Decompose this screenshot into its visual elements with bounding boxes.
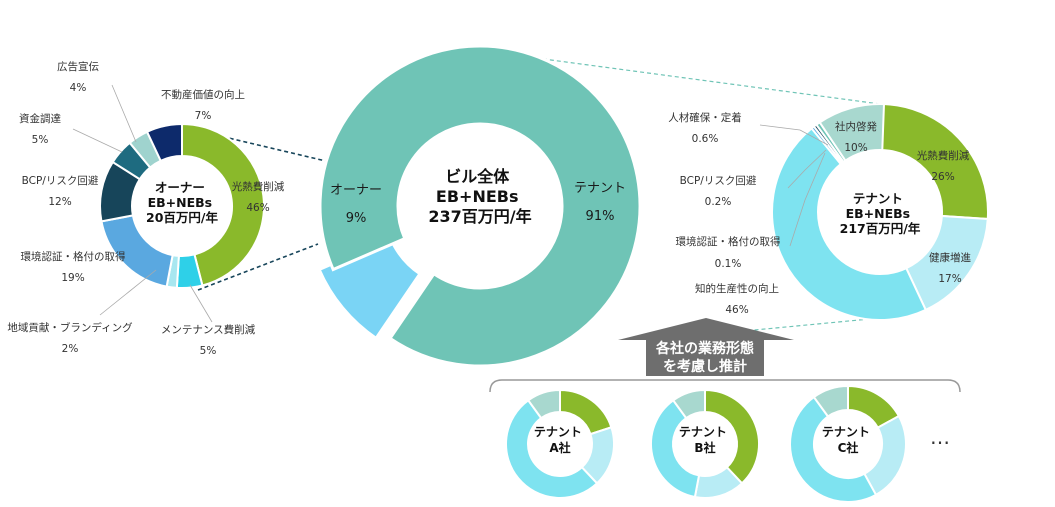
building-pct-owner: 9% xyxy=(346,211,367,226)
donut-charts xyxy=(99,44,989,503)
tenant-pct-bcp: 0.2% xyxy=(705,196,732,208)
tenant-title-line-1: テナント xyxy=(853,191,903,206)
tenant-b-slice-0 xyxy=(704,388,760,485)
owner-label-bcp: BCP/リスク回避 xyxy=(22,174,99,187)
owner-pct-energy: 46% xyxy=(246,202,269,214)
tenant-a-title-line-2: A社 xyxy=(549,440,570,455)
tenant-c-title-line-2: C社 xyxy=(838,440,859,455)
leader-env-cert xyxy=(789,152,826,247)
tenant-pct-energy: 26% xyxy=(931,171,954,183)
owner-label-regional: 地域貢献・ブランディング xyxy=(7,321,133,334)
tenant-pct-productivity: 46% xyxy=(725,304,748,316)
bracket xyxy=(489,379,961,393)
tenant-c-title: テナント C社 xyxy=(822,425,874,455)
owner-slice-0 xyxy=(181,122,265,287)
leader-regional xyxy=(99,269,157,316)
owner-pct-env-cert: 19% xyxy=(61,272,84,284)
tenant-c-donut xyxy=(789,384,907,503)
owner-label-asset-value: 不動産価値の向上 xyxy=(161,88,245,101)
estimation-callout: 各社の業務形態 を考慮し推計 xyxy=(618,318,794,376)
tenant-c-slice-2 xyxy=(789,395,878,503)
connector-owner-top xyxy=(181,126,331,163)
tenant-b-title-line-1: テナント xyxy=(679,425,727,439)
building-title-line-2: EB+NEBs xyxy=(436,187,519,206)
tenant-a-slice-3 xyxy=(526,388,561,420)
tenant-center-title: テナント EB+NEBs 217百万円/年 xyxy=(840,191,921,236)
building-slice-1 xyxy=(318,44,642,368)
building-labels: オーナー 9% テナント 91% xyxy=(330,181,626,226)
leader-funding xyxy=(72,128,123,153)
tenant-label-energy: 光熱費削減 xyxy=(917,149,970,162)
building-center-title: ビル全体 EB+NEBs 237百万円/年 xyxy=(428,167,531,226)
tenant-title-line-2: EB+NEBs xyxy=(846,206,911,221)
leader-bcp xyxy=(787,149,827,189)
owner-label-advertising: 広告宣伝 xyxy=(57,60,99,73)
tenant-pct-env-cert: 0.1% xyxy=(715,258,742,270)
connector-tenant-top xyxy=(535,57,881,105)
owner-center-title: オーナー EB+NEBs 20百万円/年 xyxy=(146,180,218,225)
owner-title-line-1: オーナー xyxy=(155,180,205,195)
tenant-slice-0 xyxy=(879,102,989,221)
leader-advertising xyxy=(111,84,137,143)
owner-pct-regional: 2% xyxy=(62,343,79,355)
tenant-leader-lines xyxy=(759,124,829,247)
owner-pct-asset-value: 7% xyxy=(195,110,212,122)
owner-label-maintenance: メンテナンス費削減 xyxy=(161,323,256,336)
building-donut xyxy=(317,44,642,368)
tenant-a-title: テナント A社 xyxy=(534,425,586,455)
tenant-a-title-line-1: テナント xyxy=(534,425,582,439)
callout-line-2: を考慮し推計 xyxy=(663,358,747,375)
leader-talent xyxy=(759,124,829,146)
tenant-pct-awareness: 10% xyxy=(844,142,867,154)
tenant-slice-2 xyxy=(771,126,928,321)
tenant-pct-health: 17% xyxy=(938,273,961,285)
owner-label-energy: 光熱費削減 xyxy=(232,180,285,193)
tenant-label-health: 健康増進 xyxy=(929,251,971,264)
owner-leader-lines xyxy=(72,84,213,323)
building-title-line-1: ビル全体 xyxy=(445,167,510,186)
tenant-c-title-line-1: テナント xyxy=(822,425,870,439)
owner-pct-bcp: 12% xyxy=(48,196,71,208)
tenant-pct-talent: 0.6% xyxy=(692,133,719,145)
tenant-slice-6 xyxy=(818,103,886,162)
callout-line-1: 各社の業務形態 xyxy=(655,340,754,357)
tenant-labels: 人材確保・定着 0.6% BCP/リスク回避 0.2% 環境認証・格付の取得 0… xyxy=(668,111,971,316)
owner-title-line-2: EB+NEBs xyxy=(148,195,213,210)
tenant-b-donut xyxy=(650,388,760,499)
tenant-title-line-3: 217百万円/年 xyxy=(840,221,921,236)
owner-label-env-cert: 環境認証・格付の取得 xyxy=(21,250,126,263)
tenant-a-donut xyxy=(505,388,615,499)
building-title-line-3: 237百万円/年 xyxy=(428,207,531,226)
tenant-label-talent: 人材確保・定着 xyxy=(668,111,742,124)
tenant-b-slice-3 xyxy=(671,388,706,420)
tenant-b-title-line-2: B社 xyxy=(694,440,715,455)
tenant-label-productivity: 知的生産性の向上 xyxy=(695,282,779,295)
owner-pct-advertising: 4% xyxy=(70,82,87,94)
owner-labels: 広告宣伝 4% 資金調達 5% BCP/リスク回避 12% 環境認証・格付の取得… xyxy=(7,60,284,357)
more-ellipsis: … xyxy=(930,425,950,449)
callout-arrow xyxy=(618,318,794,376)
tenant-donut xyxy=(771,102,989,321)
connector-owner-bottom xyxy=(197,243,319,291)
tenant-b-slice-2 xyxy=(650,398,701,499)
building-label-owner: オーナー xyxy=(330,183,382,198)
owner-pct-funding: 5% xyxy=(32,134,49,146)
tenant-label-awareness: 社内啓発 xyxy=(835,120,877,133)
owner-slice-7 xyxy=(145,122,183,163)
building-pct-tenant: 91% xyxy=(586,209,615,224)
tenant-label-env-cert: 環境認証・格付の取得 xyxy=(676,235,781,248)
owner-title-line-3: 20百万円/年 xyxy=(146,210,218,225)
tenant-label-bcp: BCP/リスク回避 xyxy=(680,174,757,187)
tenant-a-slice-2 xyxy=(505,398,599,499)
owner-label-funding: 資金調達 xyxy=(19,112,61,125)
leader-maintenance xyxy=(189,284,213,323)
building-label-tenant: テナント xyxy=(574,181,626,196)
tenant-b-title: テナント B社 xyxy=(679,425,731,455)
owner-donut xyxy=(99,122,265,289)
owner-pct-maintenance: 5% xyxy=(200,345,217,357)
tenant-c-slice-3 xyxy=(812,384,849,418)
